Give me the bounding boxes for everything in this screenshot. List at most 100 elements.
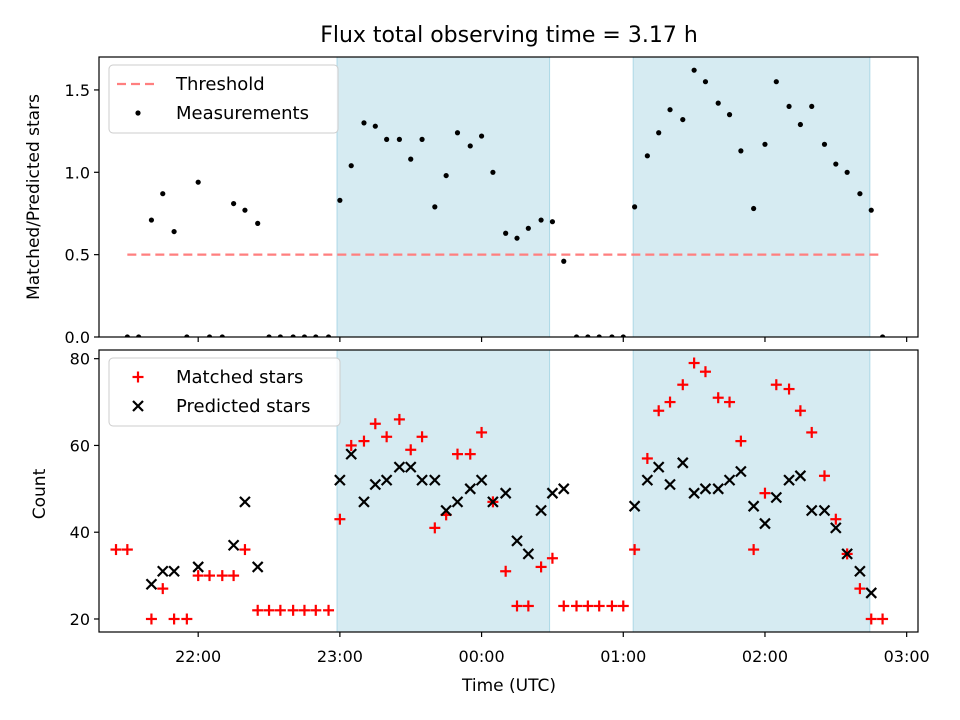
predicted-star-point [156,565,169,578]
y-tick-label: 40 [70,523,90,542]
measurement-point [667,107,673,113]
measurement-point [609,334,615,337]
measurement-point [160,191,166,197]
predicted-star-point [535,504,547,517]
y-tick-label: 0.0 [65,328,90,347]
measurement-point [361,120,367,126]
measurement-point [656,130,662,136]
measurement-point [337,197,343,203]
measurement-point [585,334,591,337]
y-axis-label-bottom: Count [30,468,50,519]
predicted-star-point [227,539,240,552]
measurement-point [231,200,237,207]
measurement-point [325,334,332,337]
predicted-star-point [865,587,878,599]
measurement-point [384,136,390,142]
measurement-point [503,230,509,236]
matched-star-point [629,544,641,556]
measurement-point [396,136,402,142]
measurement-point [348,163,354,169]
predicted-star-point [251,561,264,573]
matched-star-point [287,604,299,616]
matched-star-point [239,544,251,556]
axes-frame [98,56,919,338]
measurement-point [525,225,531,231]
measurement-point [408,156,414,162]
matched-star-point [274,604,286,616]
predicted-star-point [334,474,346,486]
measurement-point [124,334,130,337]
measurement-point [620,334,626,337]
predicted-star-point [168,565,180,578]
predicted-star-point [451,496,464,508]
plot-area [124,67,886,337]
matched-star-point [511,600,523,612]
predicted-star-point [239,496,251,508]
predicted-star-point [841,548,853,560]
matched-star-point [157,583,169,595]
chart-title: Flux total observing time = 3.17 h [320,23,698,48]
matched-star-point [593,600,605,612]
measurement-point [857,191,863,197]
measurement-point [821,141,828,147]
predicted-star-point [641,474,654,486]
matched-star-point [429,522,441,534]
y-tick-label: 1.5 [65,81,90,100]
y-tick-label: 20 [70,610,90,629]
matched-star-point [263,604,275,616]
measurement-point [290,334,296,337]
matched-star-point [735,435,747,447]
predicted-star-point [475,474,488,486]
predicted-star-point [369,478,382,491]
measurement-point [868,207,874,213]
matched-star-point [334,513,346,525]
predicted-star-point [464,483,477,495]
predicted-star-point [416,474,428,486]
predicted-star-point [688,487,700,499]
legend-label: Matched stars [176,367,303,388]
legend-matched-swatch [132,371,144,383]
measurement-point [596,334,602,337]
predicted-star-point [805,504,818,517]
measurement-point [844,169,850,175]
predicted-star-point [522,548,535,560]
matched-star-point [298,604,310,616]
predicted-star-point [145,578,158,591]
measurement-point [372,123,378,129]
predicted-star-point [345,448,357,460]
measurement-point [715,100,721,106]
predicted-star-point [511,535,523,547]
matched-star-point [699,366,711,378]
matched-star-point [416,431,428,443]
matched-star-point [228,570,240,582]
matched-star-point [181,613,193,625]
predicted-star-point [794,470,807,482]
measurement-point [762,141,768,147]
predicted-star-point [358,496,370,508]
matched-star-point [464,448,476,460]
measurement-point [301,334,308,337]
measurement-point [680,116,686,123]
measurement-point [277,334,283,337]
measurement-point [738,148,744,154]
predicted-star-point [677,457,689,469]
measurement-point [219,334,225,337]
matched-star-point [783,383,795,395]
matched-star-point [854,583,866,595]
predicted-star-point [664,478,676,491]
predicted-star-point [429,474,441,486]
measurement-point [514,235,520,241]
measurement-point [751,205,757,212]
predicted-star-point [440,504,452,517]
matched-star-point [204,570,216,582]
matched-star-point [641,452,653,464]
top-axes: 0.0 0.5 1.0 1.5 Threshold Measurements [65,56,919,347]
measurement-point [538,217,544,223]
matched-star-point [358,435,370,447]
measurement-point [454,130,461,136]
matched-star-point [252,604,264,616]
legend-box [108,64,339,134]
matched-star-point [806,426,818,438]
